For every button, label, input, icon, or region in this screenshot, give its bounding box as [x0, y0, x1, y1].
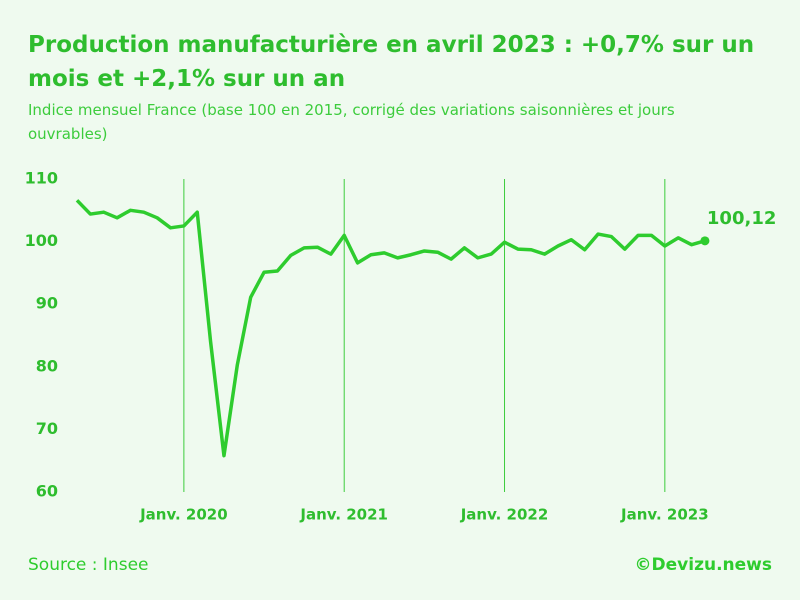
y-tick-label: 110: [25, 169, 58, 188]
chart-title: Production manufacturière en avril 2023 …: [28, 32, 755, 92]
source: Source : Insee: [28, 555, 149, 575]
x-tick-label: Janv. 2023: [620, 506, 709, 524]
y-tick-label: 100: [25, 231, 58, 250]
line: [75, 199, 706, 458]
x-tick-label: Janv. 2022: [460, 506, 549, 524]
end-point: [700, 236, 710, 246]
chart-subtitle: Indice mensuel France (base 100 en 2015,…: [28, 101, 675, 143]
y-tick-label: 60: [36, 482, 58, 501]
x-tick-label: Janv. 2020: [139, 506, 228, 524]
x-tick-label: Janv. 2021: [299, 506, 388, 524]
credit: ©Devizu.news: [634, 555, 772, 575]
value-label: 100,12: [707, 208, 776, 229]
y-tick-label: 70: [36, 419, 58, 438]
y-tick-label: 90: [36, 294, 58, 313]
y-tick-label: 80: [36, 356, 58, 375]
